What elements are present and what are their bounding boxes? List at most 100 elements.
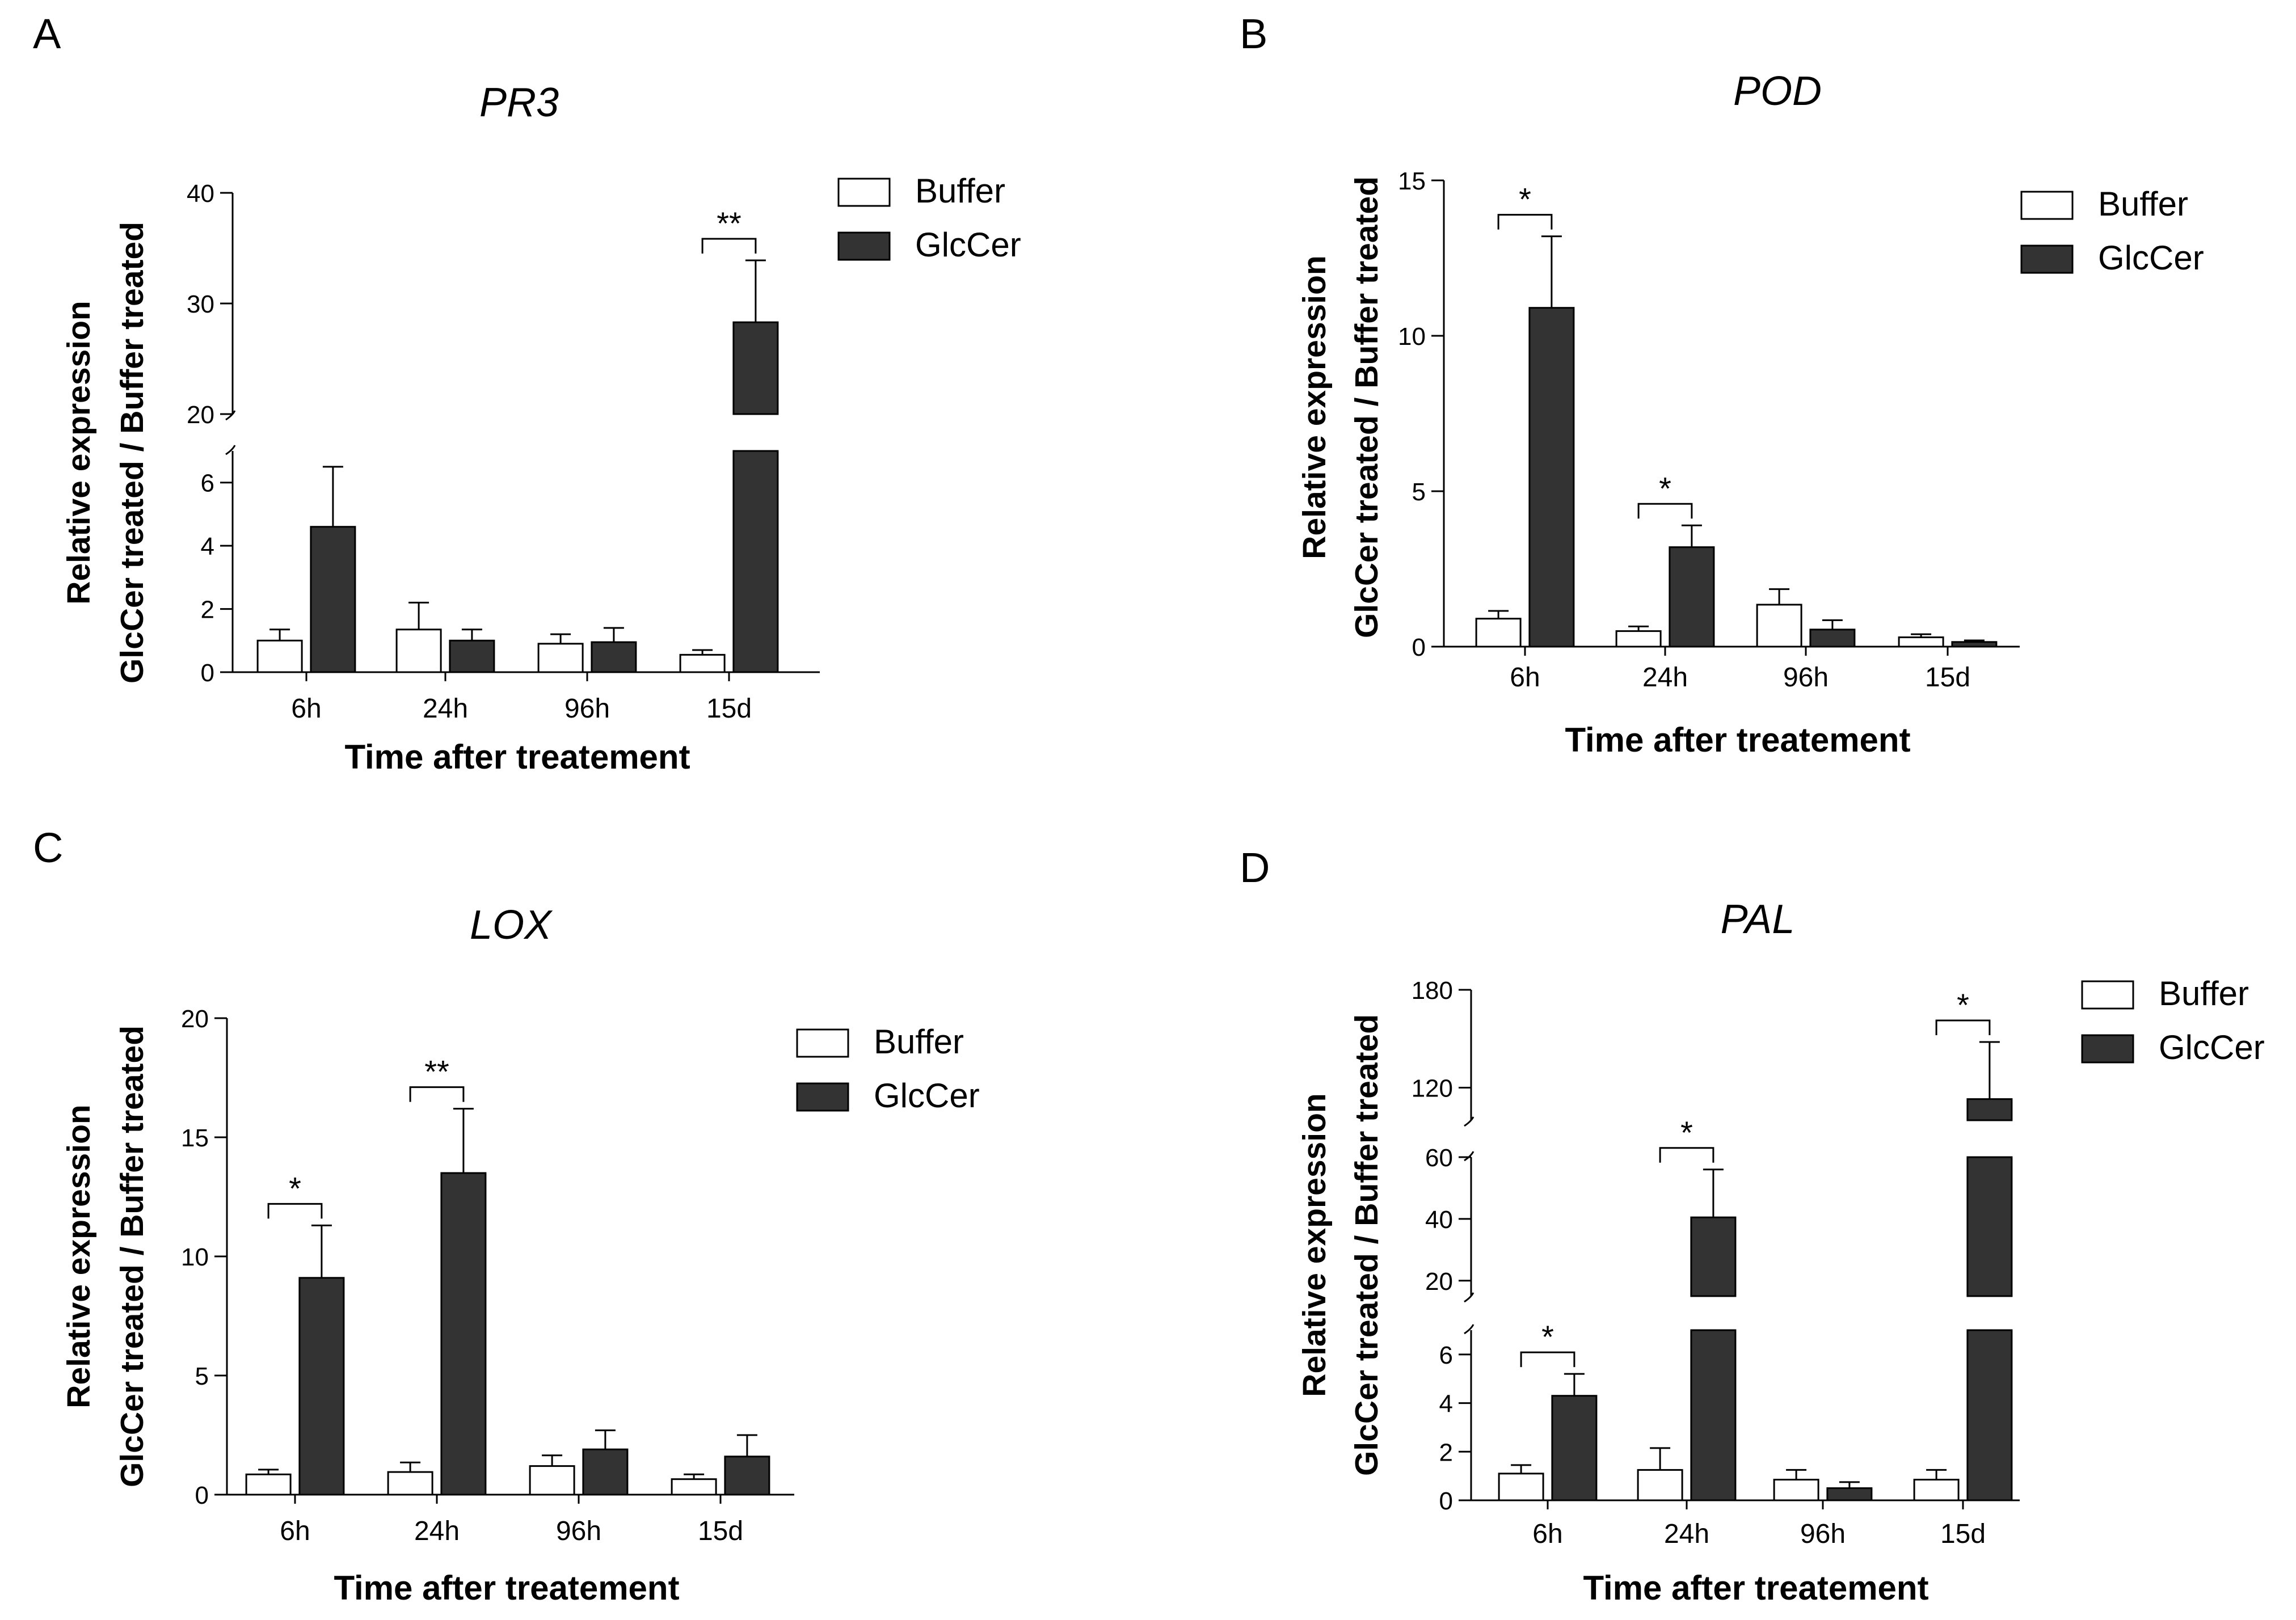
y-tick-label: 6 — [1439, 1341, 1453, 1369]
buffer-bar-24h — [387, 1471, 433, 1496]
significance-mark: ** — [424, 1054, 449, 1090]
significance-bracket — [701, 238, 757, 254]
significance-mark: * — [1541, 1319, 1554, 1355]
y-tick-label: 10 — [181, 1243, 209, 1271]
x-tick-label: 96h — [1783, 663, 1829, 693]
y-tick-label: 40 — [1425, 1206, 1453, 1234]
y-tick-label: 30 — [187, 290, 214, 318]
glccer-bar-24h — [1690, 1216, 1737, 1297]
glccer-bar-6h — [1528, 307, 1575, 648]
panel-letter: C — [33, 824, 63, 871]
chart-title: PR3 — [479, 80, 559, 125]
y-tick-label: 5 — [195, 1362, 209, 1390]
y-tick-label: 20 — [1425, 1268, 1453, 1296]
x-axis-label: Time after treatement — [344, 738, 690, 776]
y-tick-label: 180 — [1412, 977, 1453, 1005]
panel-d: D PAL 0 2 4 6 20 40 60 120 180 6h 24h 96h 15d * * * Time a… — [1240, 844, 2265, 1607]
y-tick-label: 60 — [1425, 1144, 1453, 1172]
glccer-bar-24h — [440, 1172, 487, 1496]
y-tick-label: 5 — [1412, 478, 1426, 506]
glccer-bar-15d — [1966, 1329, 2013, 1501]
axis-break-mark — [225, 445, 236, 455]
x-tick-label: 15d — [706, 694, 752, 724]
legend-label: GlcCer — [874, 1077, 980, 1115]
glccer-bar-15d — [1966, 1098, 2013, 1121]
y-tick-label: 4 — [1439, 1390, 1453, 1418]
glccer-bar-15d — [724, 1456, 770, 1496]
legend-label: Buffer — [915, 172, 1005, 210]
legend-swatch-buffer — [837, 178, 891, 207]
legend-swatch-glccer — [2020, 244, 2074, 274]
legend: Buffer GlcCer — [2020, 185, 2204, 277]
significance-bracket — [1497, 214, 1553, 230]
y-axis-label: GlcCer treated / Buffer treated — [114, 222, 150, 684]
axis-break-mark — [1464, 1292, 1475, 1303]
significance-bracket — [1520, 1351, 1575, 1368]
y-tick-label: 0 — [1439, 1487, 1453, 1515]
chart-title: POD — [1733, 69, 1822, 114]
legend-label: GlcCer — [2159, 1028, 2265, 1066]
glccer-bar-15d — [732, 450, 779, 673]
legend: Buffer GlcCer — [796, 1023, 980, 1115]
glccer-bar-6h — [1551, 1395, 1598, 1501]
x-tick-label: 6h — [1532, 1519, 1562, 1549]
x-tick-label: 24h — [1664, 1519, 1709, 1549]
legend: Buffer GlcCer — [2081, 974, 2265, 1066]
buffer-bar-96h — [1756, 604, 1802, 648]
x-tick-label: 96h — [564, 694, 610, 724]
y-tick-label: 0 — [201, 659, 214, 687]
y-axis-label: Relative expression — [61, 301, 97, 604]
x-axis-label: Time after treatement — [334, 1569, 679, 1607]
buffer-bar-15d — [1913, 1479, 1960, 1501]
buffer-bar-15d — [671, 1478, 717, 1496]
x-tick-label: 6h — [1510, 663, 1540, 693]
significance-mark: * — [289, 1170, 301, 1206]
legend-swatch-buffer — [796, 1028, 849, 1058]
y-tick-label: 0 — [1412, 634, 1426, 661]
buffer-bar-96h — [1773, 1479, 1819, 1501]
significance-bracket — [1659, 1147, 1714, 1163]
buffer-bar-6h — [1498, 1473, 1544, 1501]
legend-label: GlcCer — [915, 226, 1021, 264]
legend-swatch-glccer — [2081, 1034, 2134, 1064]
legend-swatch-glccer — [796, 1082, 849, 1112]
buffer-bar-15d — [1898, 636, 1944, 648]
x-tick-label: 24h — [423, 694, 468, 724]
glccer-bar-96h — [1826, 1487, 1873, 1501]
buffer-bar-24h — [1637, 1469, 1683, 1501]
x-tick-label: 15d — [1940, 1519, 1986, 1549]
axis-break-mark — [1464, 1116, 1475, 1127]
buffer-bar-96h — [529, 1465, 575, 1496]
y-axis-label: Relative expression — [1296, 1093, 1333, 1397]
panel-letter: B — [1240, 10, 1267, 57]
significance-mark: * — [1957, 987, 1969, 1023]
x-tick-label: 6h — [280, 1516, 310, 1546]
y-tick-label: 0 — [195, 1482, 209, 1509]
glccer-bar-6h — [298, 1277, 345, 1496]
legend: Buffer GlcCer — [837, 172, 1021, 264]
x-axis-label: Time after treatement — [1565, 721, 1910, 759]
legend-label: GlcCer — [2098, 239, 2204, 277]
y-axis-label: Relative expression — [1296, 255, 1333, 559]
glccer-bar-96h — [1809, 628, 1856, 648]
y-tick-label: 10 — [1398, 323, 1426, 351]
panel-letter: A — [33, 10, 61, 57]
significance-bracket — [409, 1086, 465, 1102]
x-axis-label: Time after treatement — [1583, 1569, 1928, 1607]
x-tick-label: 24h — [414, 1516, 460, 1546]
chart-title: LOX — [470, 902, 553, 948]
panel-letter: D — [1240, 844, 1270, 891]
glccer-bar-24h — [1669, 546, 1715, 648]
y-tick-label: 6 — [201, 470, 214, 497]
x-tick-label: 24h — [1642, 663, 1688, 693]
significance-bracket — [267, 1203, 323, 1219]
y-tick-label: 2 — [1439, 1438, 1453, 1466]
significance-mark: * — [1519, 182, 1531, 217]
y-axis-label: GlcCer treated / Buffer treated — [114, 1026, 150, 1487]
significance-mark: * — [1659, 470, 1671, 506]
x-tick-label: 15d — [1925, 663, 1970, 693]
x-tick-label: 96h — [556, 1516, 601, 1546]
glccer-bar-15d — [1951, 641, 1998, 648]
y-tick-label: 15 — [181, 1124, 209, 1152]
